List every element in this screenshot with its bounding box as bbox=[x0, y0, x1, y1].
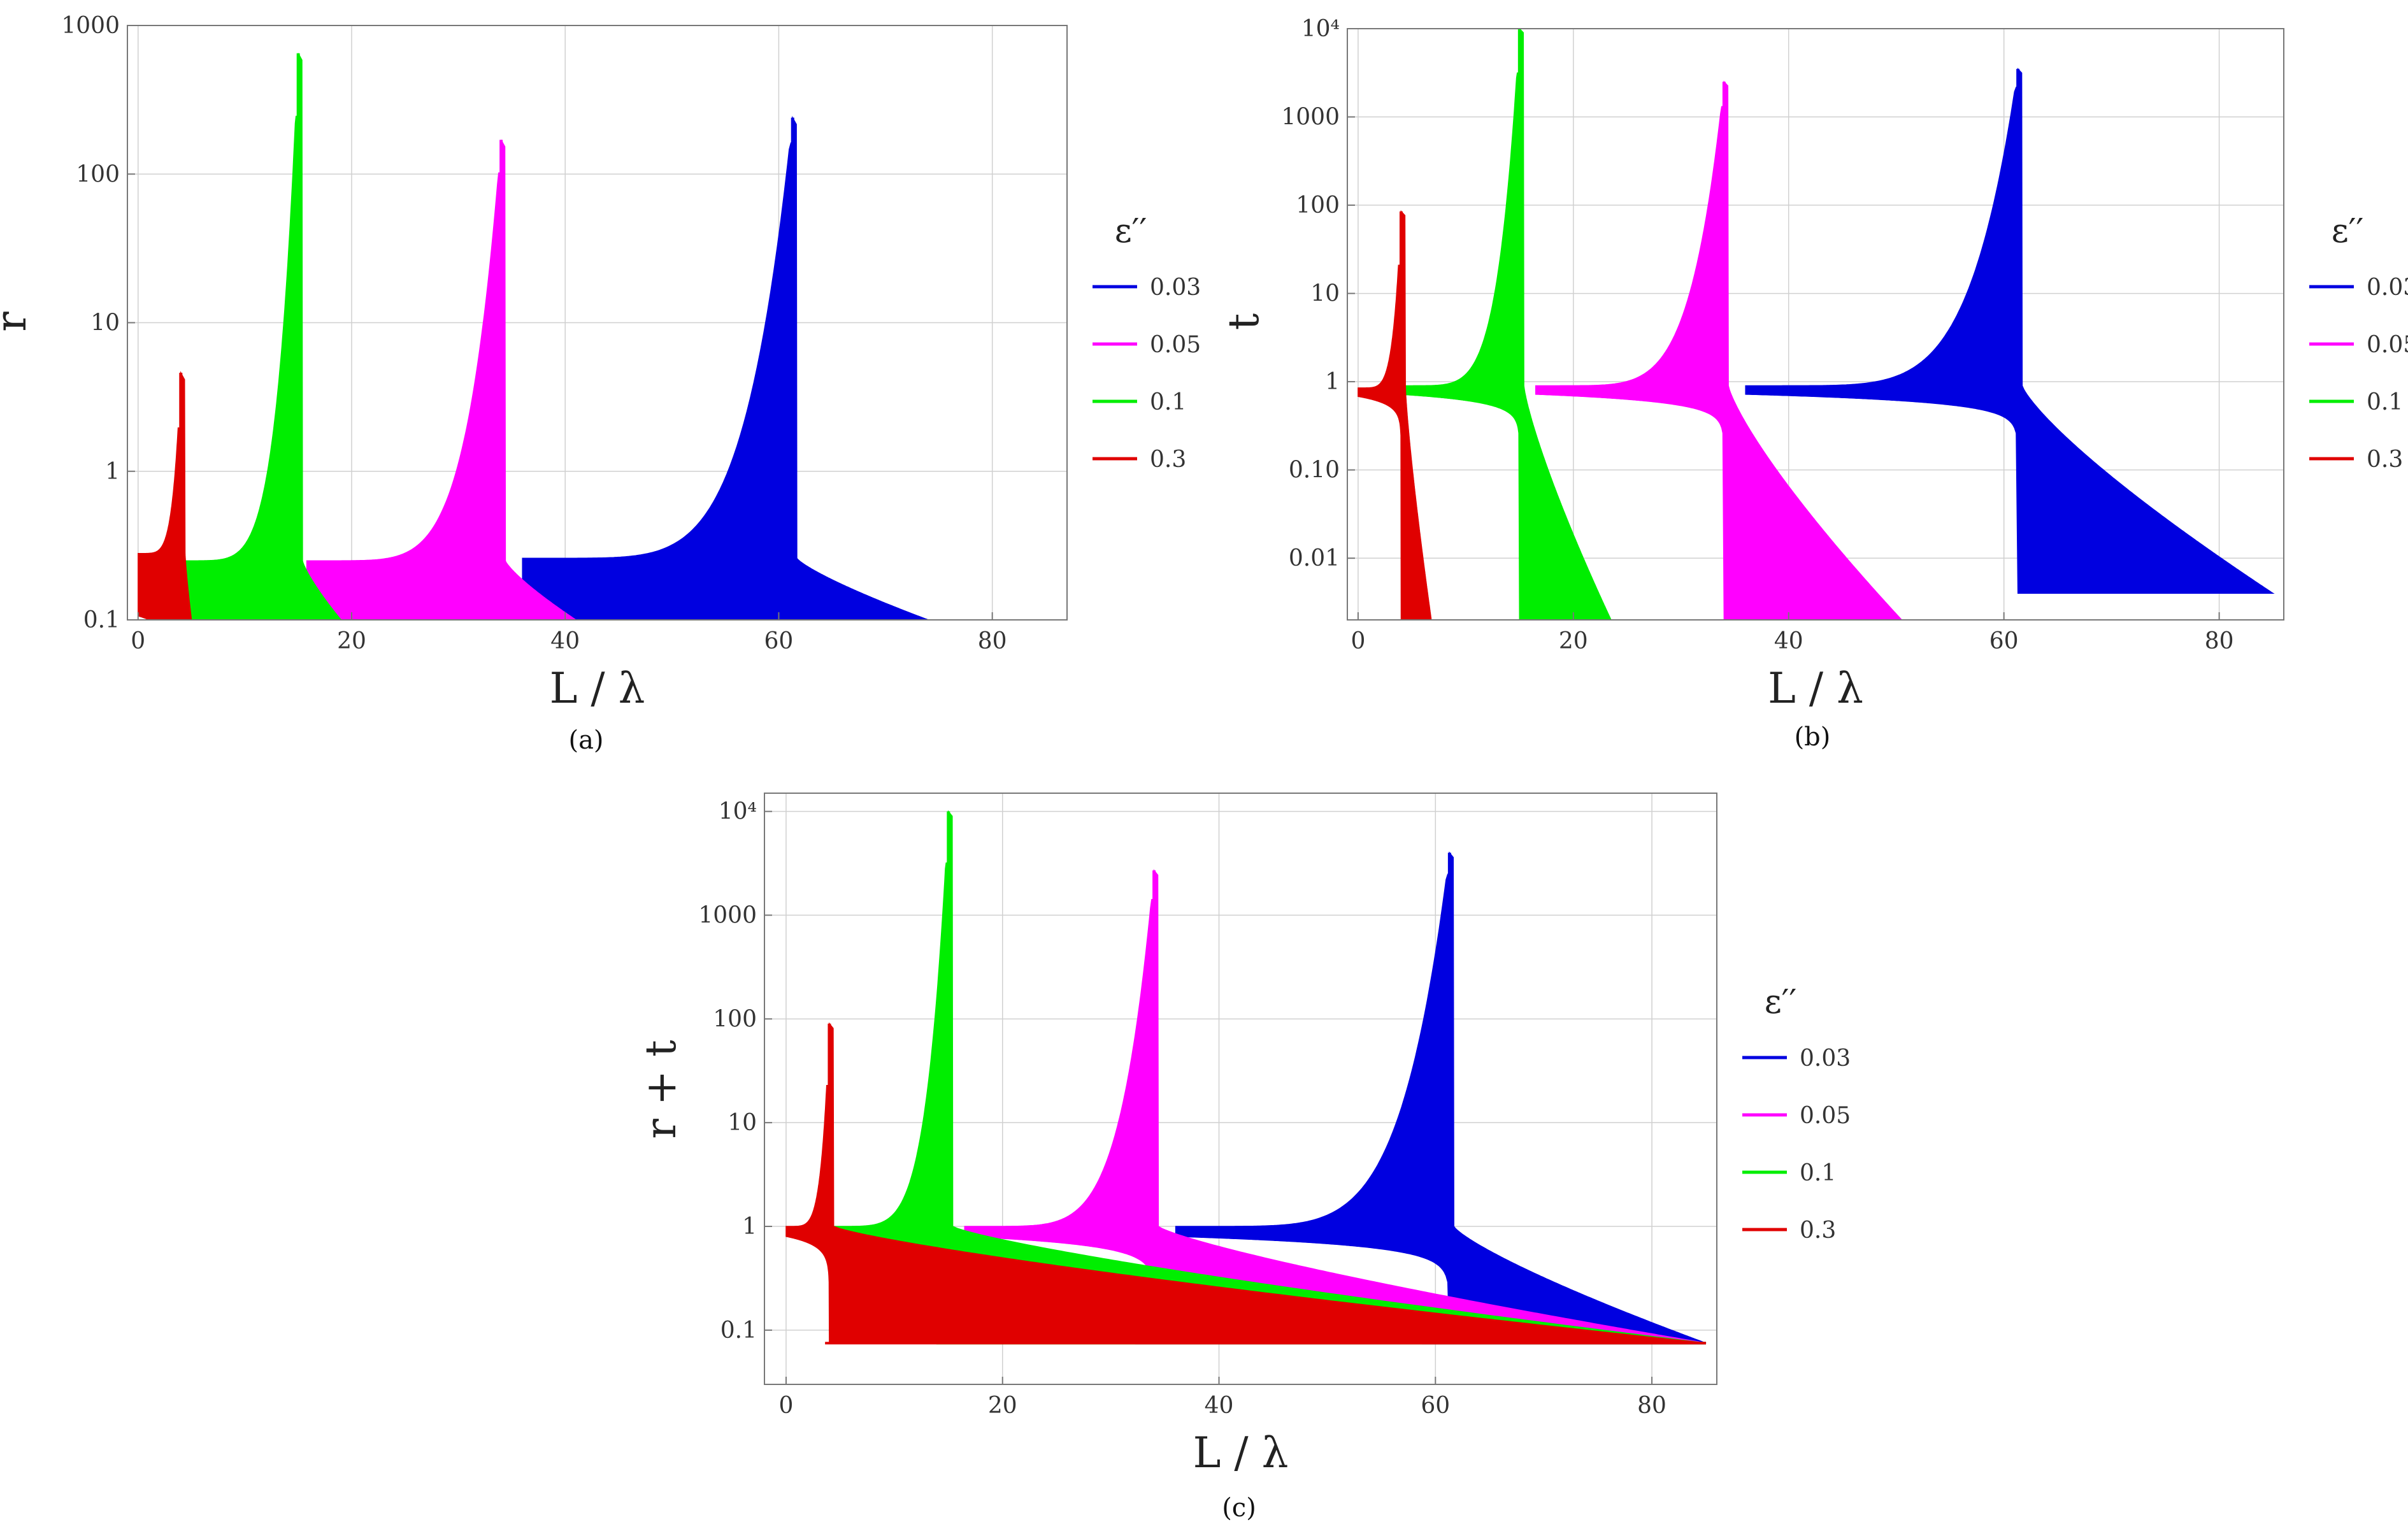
series-0.1-band bbox=[178, 53, 342, 620]
series-0.05-band bbox=[1535, 80, 1903, 620]
y-tick-label: 0.01 bbox=[1289, 545, 1340, 571]
legend-label: 0.03 bbox=[2367, 275, 2408, 301]
legend-title: ε′′ bbox=[1115, 212, 1147, 250]
x-tick-label: 0 bbox=[1351, 628, 1365, 654]
y-tick-label: 1 bbox=[742, 1214, 757, 1240]
plot-frame bbox=[764, 793, 1717, 1385]
x-tick-label: 40 bbox=[1774, 628, 1803, 654]
legend-label: 0.3 bbox=[1800, 1217, 1836, 1244]
plot-frame bbox=[1347, 28, 2284, 621]
y-tick-label: 100 bbox=[76, 161, 120, 187]
panel-caption: (a) bbox=[568, 726, 603, 755]
series-group bbox=[138, 53, 929, 620]
panel-c-sum-chart: 0 20 40 60 80 0.1 1 10 100 1000 10⁴ L / λ r + t (c) ε′… bbox=[636, 793, 1851, 1523]
x-tick-label: 20 bbox=[1559, 628, 1588, 654]
y-tick-label: 10 bbox=[90, 310, 120, 336]
legend-title: ε′′ bbox=[2332, 212, 2364, 250]
x-axis-label: L / λ bbox=[1193, 1428, 1289, 1477]
y-axis-label: r bbox=[0, 312, 36, 332]
y-tick-label: 1000 bbox=[1281, 104, 1340, 131]
y-tick-label: 0.1 bbox=[83, 607, 120, 633]
y-tick-label: 100 bbox=[713, 1006, 757, 1032]
x-tick-label: 20 bbox=[337, 628, 366, 654]
legend-label: 0.3 bbox=[1150, 447, 1186, 473]
x-axis-label: L / λ bbox=[550, 664, 645, 713]
legend-label: 0.05 bbox=[1800, 1103, 1851, 1129]
x-tick-label: 40 bbox=[550, 628, 580, 654]
series-group bbox=[785, 810, 1707, 1345]
legend-label: 0.1 bbox=[1800, 1160, 1836, 1186]
y-axis-label: t bbox=[1219, 313, 1268, 331]
legend-label: 0.1 bbox=[2367, 389, 2403, 415]
y-tick-label: 1 bbox=[105, 459, 120, 485]
panel-b-transmittance-chart: 0 20 40 60 80 0.01 0.10 1 10 100 1000 10⁴ L / λ t (b) ε… bbox=[1219, 16, 2408, 752]
x-tick-label: 0 bbox=[779, 1393, 794, 1419]
series-0.03-band bbox=[1175, 851, 1707, 1344]
x-tick-label: 20 bbox=[988, 1393, 1017, 1419]
y-tick-label: 10 bbox=[727, 1110, 757, 1136]
x-tick-label: 80 bbox=[2205, 628, 2234, 654]
panel-caption: (b) bbox=[1795, 722, 1831, 752]
x-axis-label: L / λ bbox=[1768, 664, 1863, 713]
series-0.05-band bbox=[964, 869, 1707, 1344]
y-tick-label: 10⁴ bbox=[719, 799, 757, 825]
series-group bbox=[1358, 29, 2275, 620]
legend-label: 0.05 bbox=[2367, 332, 2408, 358]
series-0.03-band bbox=[1745, 68, 2275, 594]
x-tick-label: 0 bbox=[131, 628, 145, 654]
series-0.1-band bbox=[1398, 29, 1612, 620]
legend-label: 0.3 bbox=[2367, 447, 2403, 473]
legend-title: ε′′ bbox=[1765, 983, 1797, 1021]
x-tick-label: 40 bbox=[1205, 1393, 1234, 1419]
series-0.3-band bbox=[138, 371, 192, 620]
y-tick-label: 100 bbox=[1296, 192, 1340, 219]
x-tick-label: 60 bbox=[1421, 1393, 1450, 1419]
legend-label: 0.03 bbox=[1150, 275, 1201, 301]
y-tick-label: 1 bbox=[1325, 369, 1340, 395]
y-tick-label: 10 bbox=[1310, 281, 1340, 307]
y-tick-label: 0.10 bbox=[1289, 457, 1340, 484]
x-tick-label: 80 bbox=[978, 628, 1007, 654]
panel-a-reflectance-chart: 0 20 40 60 80 0.1 1 10 100 1000 L / λ r (a) ε′′0.03 0.… bbox=[0, 13, 1201, 755]
series-0.3-band bbox=[1358, 210, 1432, 620]
series-0.3-band bbox=[785, 1022, 1707, 1344]
series-0.03-band bbox=[522, 115, 929, 620]
series-0.05-band bbox=[306, 140, 577, 620]
y-tick-label: 1000 bbox=[698, 903, 757, 929]
y-tick-label: 10⁴ bbox=[1301, 16, 1340, 42]
legend-label: 0.1 bbox=[1150, 389, 1186, 415]
legend-label: 0.03 bbox=[1800, 1045, 1851, 1072]
x-tick-label: 60 bbox=[764, 628, 794, 654]
y-tick-label: 0.1 bbox=[720, 1317, 757, 1344]
y-axis-label: r + t bbox=[636, 1040, 685, 1138]
panel-caption: (c) bbox=[1222, 1493, 1256, 1523]
x-tick-label: 60 bbox=[1989, 628, 2019, 654]
legend-label: 0.05 bbox=[1150, 332, 1201, 358]
x-tick-label: 80 bbox=[1637, 1393, 1666, 1419]
y-tick-label: 1000 bbox=[61, 13, 120, 39]
